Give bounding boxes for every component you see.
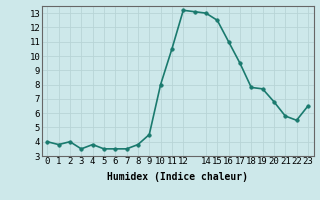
X-axis label: Humidex (Indice chaleur): Humidex (Indice chaleur) <box>107 172 248 182</box>
